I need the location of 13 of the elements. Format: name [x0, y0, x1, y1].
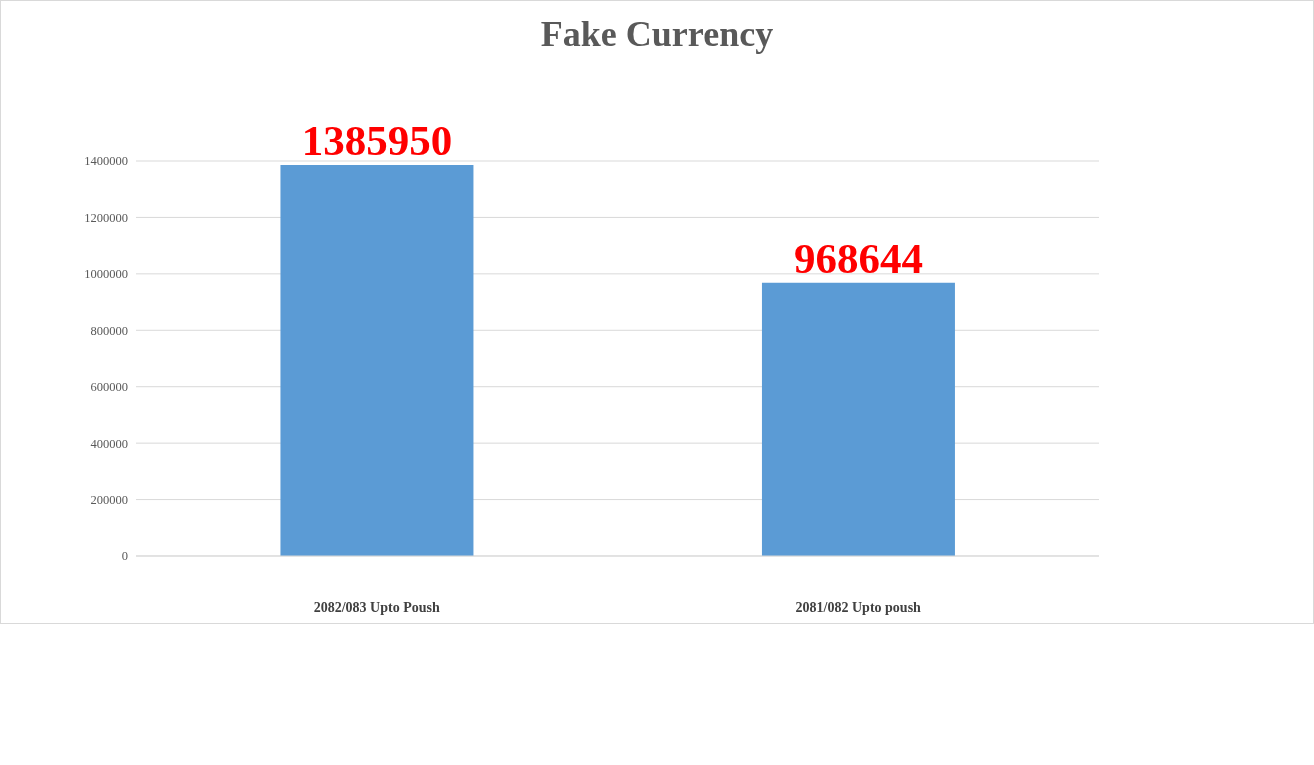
data-label: 1385950 [301, 116, 453, 164]
y-tick-label: 1000000 [84, 267, 128, 282]
y-tick-label: 800000 [90, 323, 128, 338]
y-tick-label: 0 [121, 549, 128, 564]
y-tick-label: 1400000 [84, 154, 128, 169]
chart-title: Fake Currency [539, 13, 775, 55]
x-tick-label: 2081/082 Upto poush [795, 599, 922, 615]
y-tick-label: 600000 [90, 380, 128, 395]
y-tick-label: 1200000 [84, 210, 128, 225]
y-tick-label: 400000 [90, 436, 128, 451]
data-label: 968644 [793, 234, 923, 282]
x-tick-label: 2082/083 Upto Poush [313, 599, 440, 615]
y-tick-label: 200000 [90, 493, 128, 508]
